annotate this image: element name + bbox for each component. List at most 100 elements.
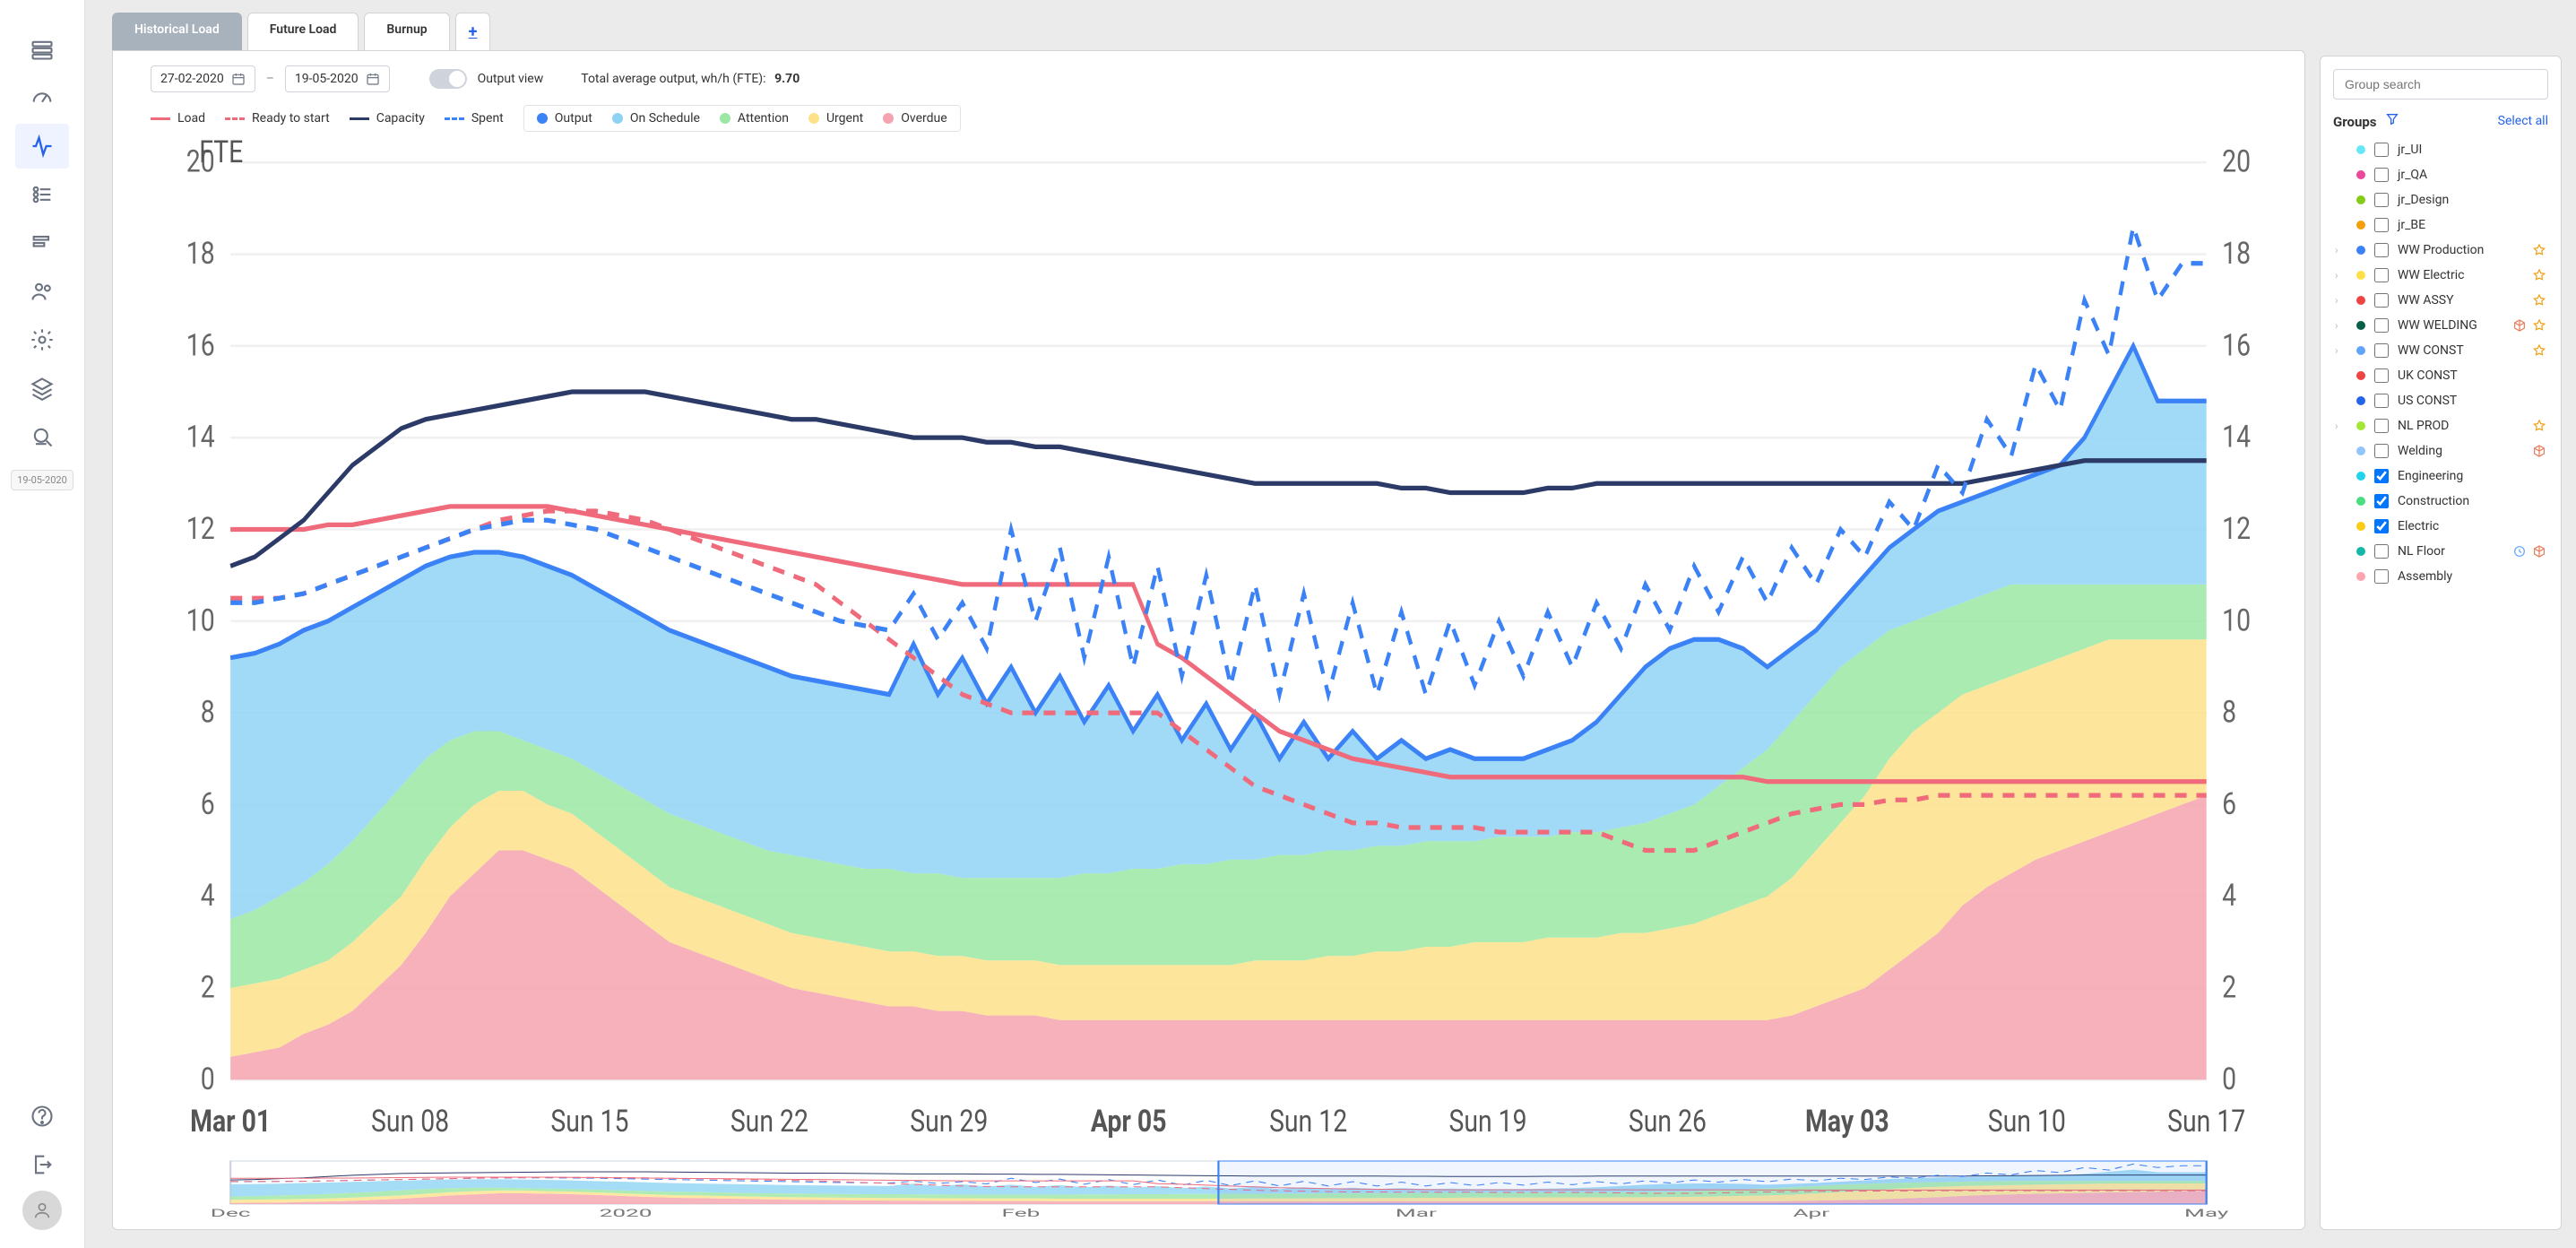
svg-text:Sun 15: Sun 15 [550,1103,628,1139]
legend-urgent[interactable]: Urgent [808,111,863,126]
legend-capacity[interactable]: Capacity [350,111,425,126]
group-row[interactable]: jr_UI [2333,137,2548,162]
group-color-dot [2356,396,2365,405]
group-checkbox[interactable] [2374,368,2389,383]
svg-text:Apr: Apr [1793,1207,1829,1219]
group-checkbox[interactable] [2374,318,2389,333]
nav-item-layers[interactable] [15,366,69,411]
group-row[interactable]: jr_Design [2333,187,2548,212]
chevron-icon[interactable]: › [2335,269,2347,282]
legend-overdue[interactable]: Overdue [883,111,947,126]
nav-item-gauge[interactable] [15,75,69,120]
group-row[interactable]: › WW CONST [2333,338,2548,363]
legend-ready-to-start[interactable]: Ready to start [225,111,330,126]
group-row[interactable]: › WW Production [2333,238,2548,263]
group-name: Construction [2398,494,2537,508]
group-checkbox[interactable] [2374,293,2389,308]
group-row[interactable]: US CONST [2333,388,2548,413]
group-name: jr_UI [2398,143,2537,157]
output-view-toggle[interactable] [429,69,467,89]
chevron-icon[interactable]: › [2335,244,2347,256]
groups-title: Groups [2333,114,2377,130]
tab-future[interactable]: Future Load [247,13,359,50]
nav-item-search[interactable] [15,414,69,459]
group-checkbox[interactable] [2374,469,2389,483]
group-checkbox[interactable] [2374,343,2389,358]
group-icons [2512,318,2546,333]
group-color-dot [2356,522,2365,531]
filter-icon[interactable] [2385,116,2399,130]
group-row[interactable]: › WW Electric [2333,263,2548,288]
legend-on-schedule[interactable]: On Schedule [612,111,700,126]
nav-item-sliders[interactable] [15,172,69,217]
toggle-label: Output view [478,72,544,86]
group-checkbox[interactable] [2374,268,2389,282]
group-checkbox[interactable] [2374,544,2389,559]
nav-item-bars[interactable] [15,221,69,265]
group-checkbox[interactable] [2374,494,2389,508]
group-row[interactable]: Welding [2333,438,2548,464]
group-search-input[interactable] [2333,69,2548,100]
svg-text:Apr 05: Apr 05 [1091,1103,1167,1139]
nav-item-grid[interactable] [15,27,69,72]
calendar-icon [366,72,380,86]
legend-spent[interactable]: Spent [445,111,504,126]
nav-item-logout[interactable] [15,1142,69,1187]
group-checkbox[interactable] [2374,394,2389,408]
group-row[interactable]: Electric [2333,514,2548,539]
group-row[interactable]: › WW ASSY [2333,288,2548,313]
group-row[interactable]: NL Floor [2333,539,2548,564]
avatar[interactable] [22,1191,62,1230]
legend-output[interactable]: Output [537,111,592,126]
chevron-icon[interactable]: › [2335,294,2347,307]
nav-item-users[interactable] [15,269,69,314]
select-all-link[interactable]: Select all [2498,114,2548,128]
legend-attention[interactable]: Attention [720,111,789,126]
svg-text:10: 10 [186,602,215,638]
group-row[interactable]: jr_QA [2333,162,2548,187]
group-checkbox[interactable] [2374,569,2389,584]
group-checkbox[interactable] [2374,243,2389,257]
nav-item-activity[interactable] [15,124,69,169]
svg-text:Feb: Feb [1002,1207,1041,1219]
nav-item-settings[interactable] [15,317,69,362]
group-icons [2532,419,2546,433]
group-row[interactable]: › NL PROD [2333,413,2548,438]
tab-add[interactable]: + [455,13,491,50]
chart-navigator[interactable]: Dec2020FebMarAprMay [133,1157,2285,1220]
chart-main[interactable]: 0022446688101012121414161618182020FTEMar… [133,139,2285,1150]
svg-text:May: May [2184,1207,2229,1219]
group-checkbox[interactable] [2374,143,2389,157]
date-from-input[interactable]: 27-02-2020 [151,65,255,92]
group-row[interactable]: Construction [2333,489,2548,514]
group-row[interactable]: › WW WELDING [2333,313,2548,338]
nav-item-help[interactable] [15,1094,69,1139]
group-row[interactable]: jr_BE [2333,212,2548,238]
date-to-input[interactable]: 19-05-2020 [285,65,390,92]
svg-text:FTE: FTE [199,139,243,170]
group-row[interactable]: Assembly [2333,564,2548,589]
group-checkbox[interactable] [2374,419,2389,433]
group-row[interactable]: Engineering [2333,464,2548,489]
tab-historical[interactable]: Historical Load [112,13,242,50]
group-checkbox[interactable] [2374,168,2389,182]
chevron-icon[interactable]: › [2335,319,2347,332]
svg-text:Sun 17: Sun 17 [2167,1103,2245,1139]
group-color-dot [2356,371,2365,380]
svg-text:4: 4 [201,878,215,914]
group-checkbox[interactable] [2374,519,2389,533]
chevron-icon[interactable]: › [2335,420,2347,432]
group-checkbox[interactable] [2374,444,2389,458]
tab-burnup[interactable]: Burnup [364,13,449,50]
tabs: Historical LoadFuture LoadBurnup+ [112,13,2305,50]
svg-text:0: 0 [2222,1061,2236,1096]
group-checkbox[interactable] [2374,193,2389,207]
group-name: jr_Design [2398,193,2537,207]
svg-text:16: 16 [2222,327,2251,363]
svg-text:2: 2 [2222,969,2236,1005]
svg-text:May 03: May 03 [1805,1103,1889,1139]
legend-load[interactable]: Load [151,111,205,126]
group-checkbox[interactable] [2374,218,2389,232]
group-row[interactable]: UK CONST [2333,363,2548,388]
chevron-icon[interactable]: › [2335,344,2347,357]
